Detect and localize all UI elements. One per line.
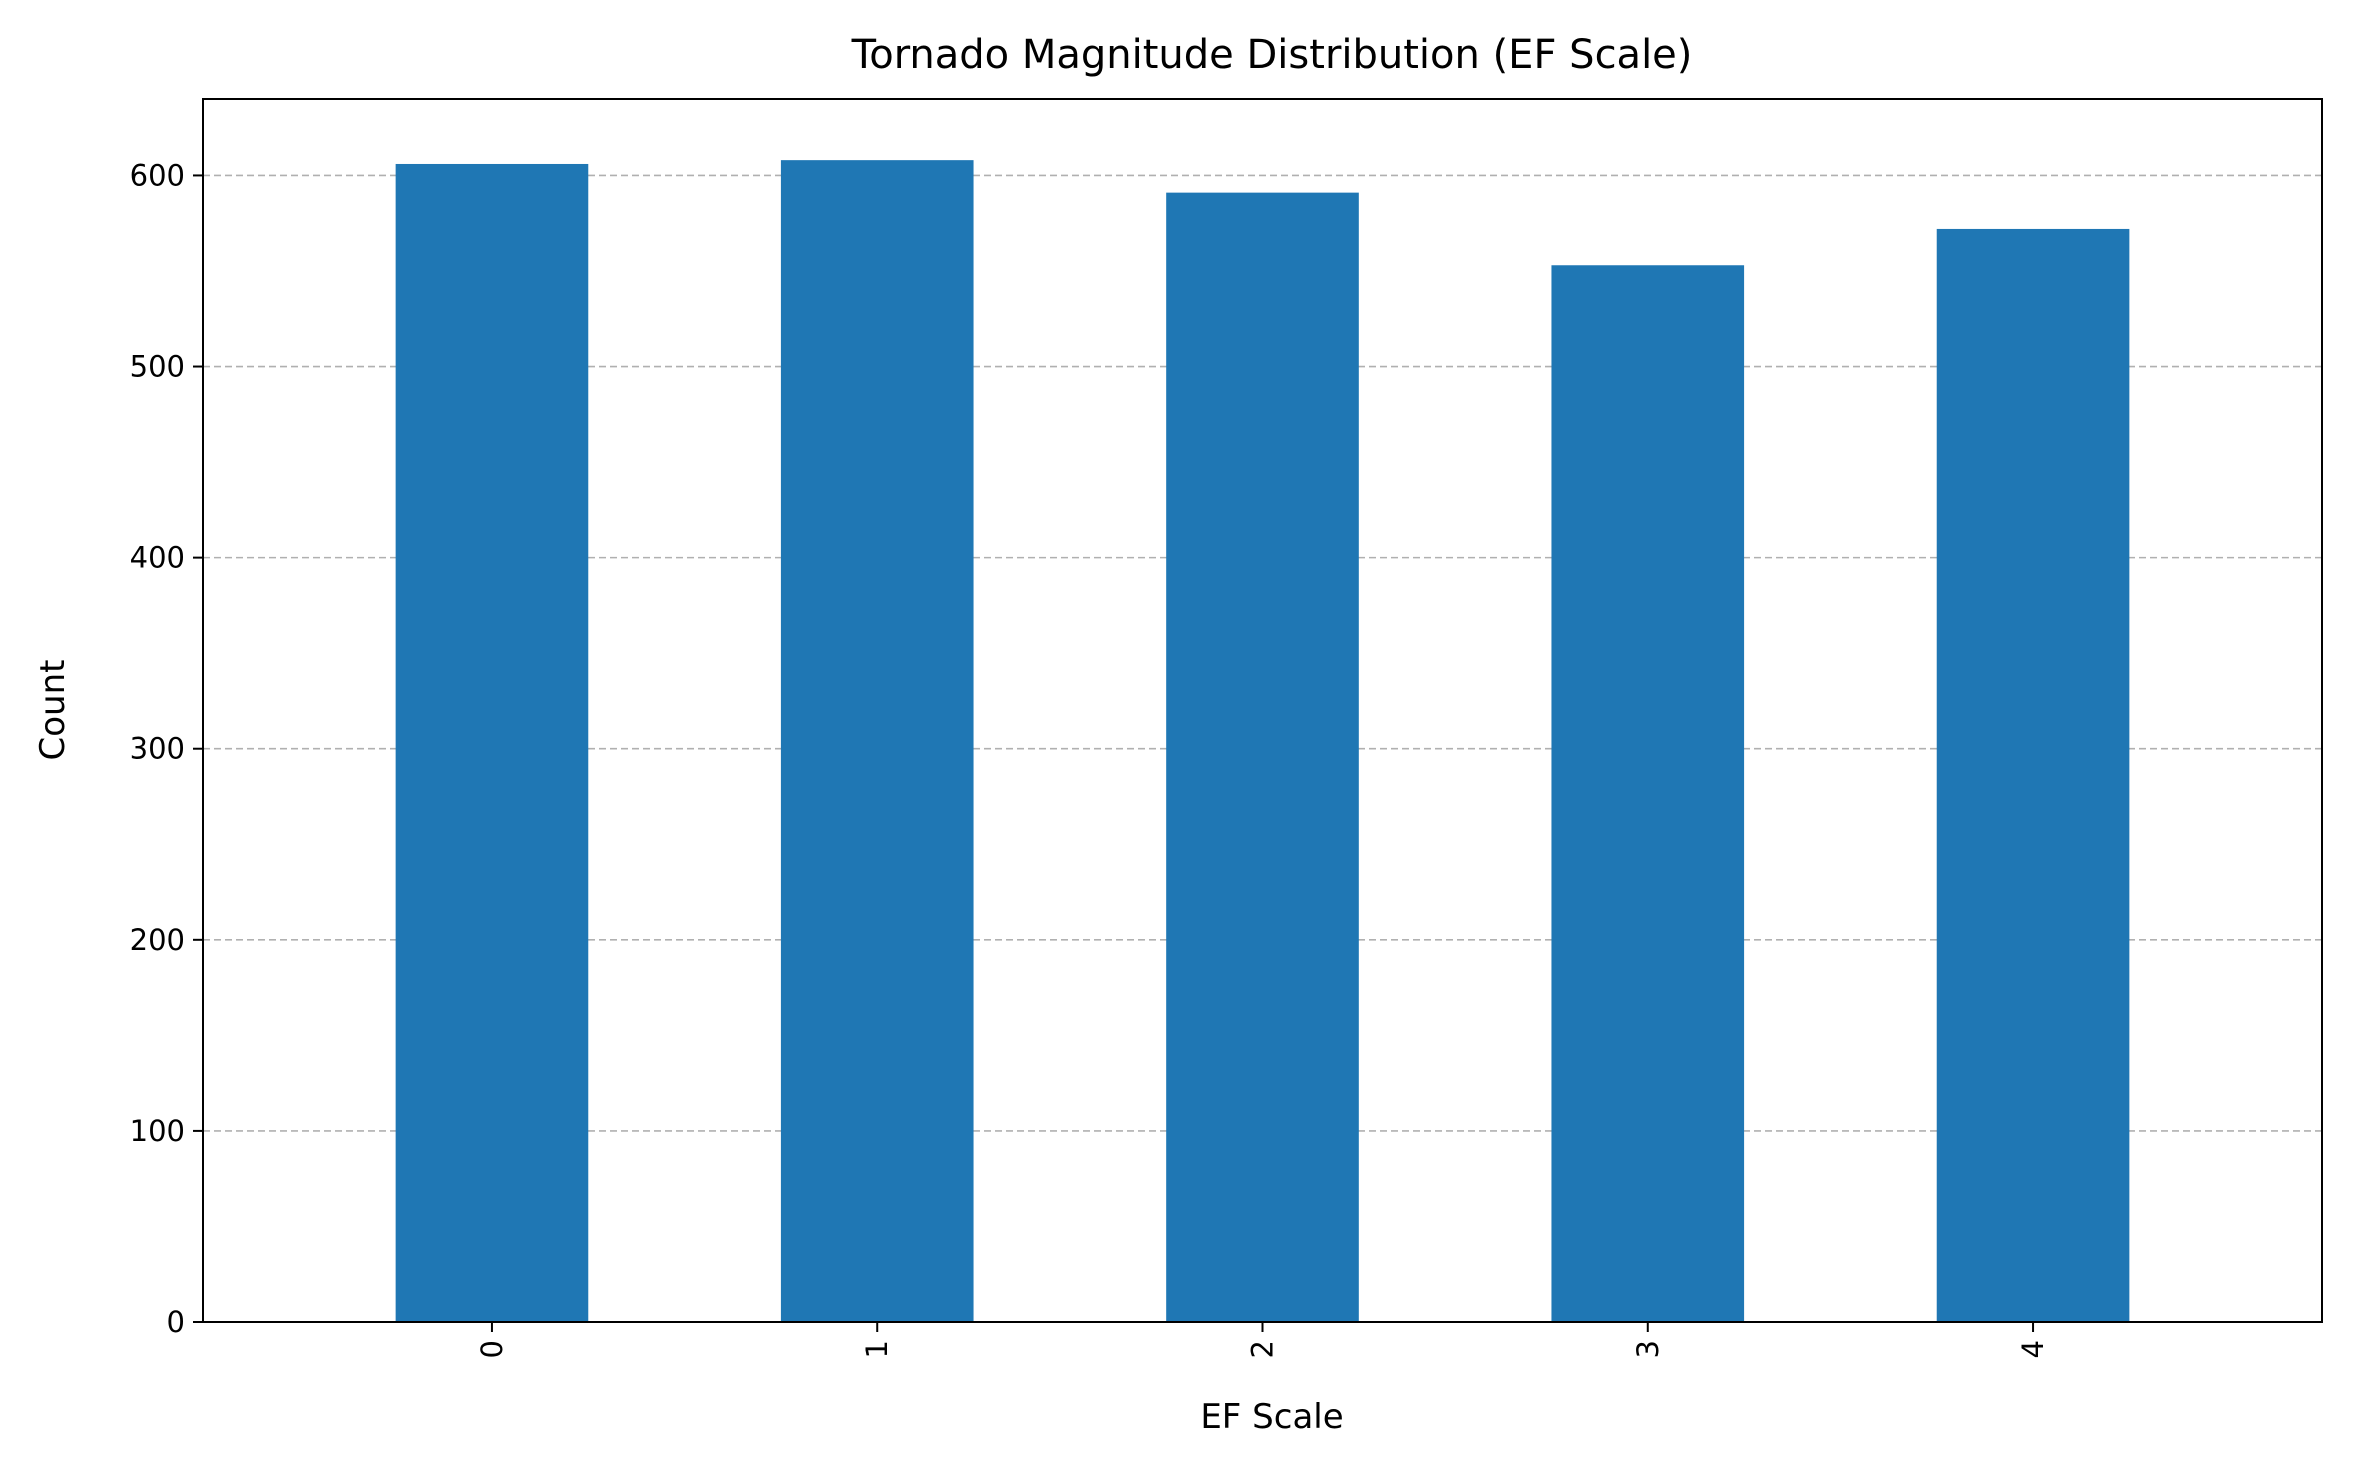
bar-ef-1 (780, 160, 974, 1322)
y-tick-label: 500 (130, 350, 185, 384)
y-tick-label: 0 (167, 1305, 185, 1339)
y-axis-label: Count (33, 660, 73, 761)
y-axis-ticks: 0 100 200 300 400 500 600 (130, 158, 203, 1339)
bar-ef-0 (395, 163, 589, 1322)
chart-title: Tornado Magnitude Distribution (EF Scale… (851, 32, 1693, 78)
x-axis-label: EF Scale (1200, 1397, 1343, 1437)
y-tick-label: 400 (130, 541, 185, 575)
x-tick-label: 2 (1246, 1340, 1280, 1358)
y-tick-label: 600 (130, 158, 185, 192)
y-tick-label: 300 (130, 732, 185, 766)
bar-ef-2 (1166, 192, 1359, 1322)
x-tick-label: 0 (475, 1340, 509, 1358)
x-axis-ticks: 0 1 2 3 4 (475, 1322, 2050, 1358)
x-tick-label: 1 (860, 1340, 894, 1358)
x-tick-label: 4 (2016, 1340, 2050, 1358)
y-tick-label: 100 (130, 1114, 185, 1148)
bar-ef-3 (1551, 265, 1745, 1322)
bar-ef-4 (1936, 228, 2130, 1323)
y-tick-label: 200 (130, 923, 185, 957)
x-tick-label: 3 (1631, 1340, 1665, 1358)
bars (395, 160, 2130, 1323)
